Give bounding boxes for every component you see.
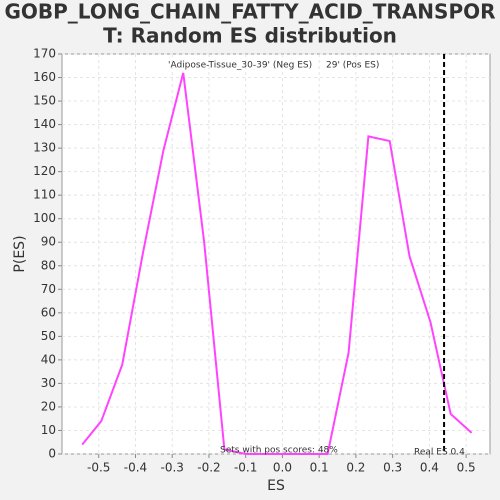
y-tick-label: 120 bbox=[33, 164, 56, 178]
x-axis-label: ES bbox=[267, 478, 285, 494]
y-tick-label: 160 bbox=[33, 70, 56, 84]
y-tick-label: 50 bbox=[41, 329, 56, 343]
x-tick-label: -0.4 bbox=[124, 461, 147, 475]
x-tick-label: 0.2 bbox=[346, 461, 365, 475]
y-tick-label: 150 bbox=[33, 94, 56, 108]
y-tick-label: 60 bbox=[41, 305, 56, 319]
x-tick-label: -0.5 bbox=[87, 461, 110, 475]
y-tick-label: 20 bbox=[41, 399, 56, 413]
y-tick-label: 10 bbox=[41, 423, 56, 437]
plot-area bbox=[61, 53, 491, 455]
x-tick-label: 0.0 bbox=[273, 461, 292, 475]
y-tick-label: 70 bbox=[41, 282, 56, 296]
y-tick-label: 40 bbox=[41, 352, 56, 366]
x-tick-label: 0.3 bbox=[383, 461, 402, 475]
series-line bbox=[81, 72, 473, 455]
x-tick-label: 0.4 bbox=[420, 461, 439, 475]
x-tick-label: 0.1 bbox=[310, 461, 329, 475]
chart-title: T: Random ES distribution bbox=[103, 24, 397, 48]
chart-title: GOBP_LONG_CHAIN_FATTY_ACID_TRANSPOR bbox=[4, 0, 495, 24]
y-tick-label: 130 bbox=[33, 141, 56, 155]
x-tick-label: 0.5 bbox=[457, 461, 476, 475]
x-tick-label: -0.1 bbox=[234, 461, 257, 475]
x-tick-label: -0.3 bbox=[161, 461, 184, 475]
y-tick-label: 90 bbox=[41, 235, 56, 249]
y-axis-label: P(ES) bbox=[12, 235, 28, 272]
legend-entry: 'Adipose-Tissue_30-39' (Neg ES) bbox=[168, 61, 312, 71]
y-tick-label: 80 bbox=[41, 258, 56, 272]
y-tick-label: 0 bbox=[48, 447, 56, 461]
annotation: Real ES 0.4 bbox=[414, 448, 465, 458]
y-tick-label: 30 bbox=[41, 376, 56, 390]
annotation: Sets with pos scores: 48% bbox=[220, 446, 338, 456]
legend-entry: 29' (Pos ES) bbox=[326, 61, 379, 71]
x-tick-label: -0.2 bbox=[197, 461, 220, 475]
y-tick-label: 110 bbox=[33, 188, 56, 202]
y-tick-label: 140 bbox=[33, 117, 56, 131]
y-tick-label: 100 bbox=[33, 211, 56, 225]
y-tick-label: 170 bbox=[33, 47, 56, 61]
